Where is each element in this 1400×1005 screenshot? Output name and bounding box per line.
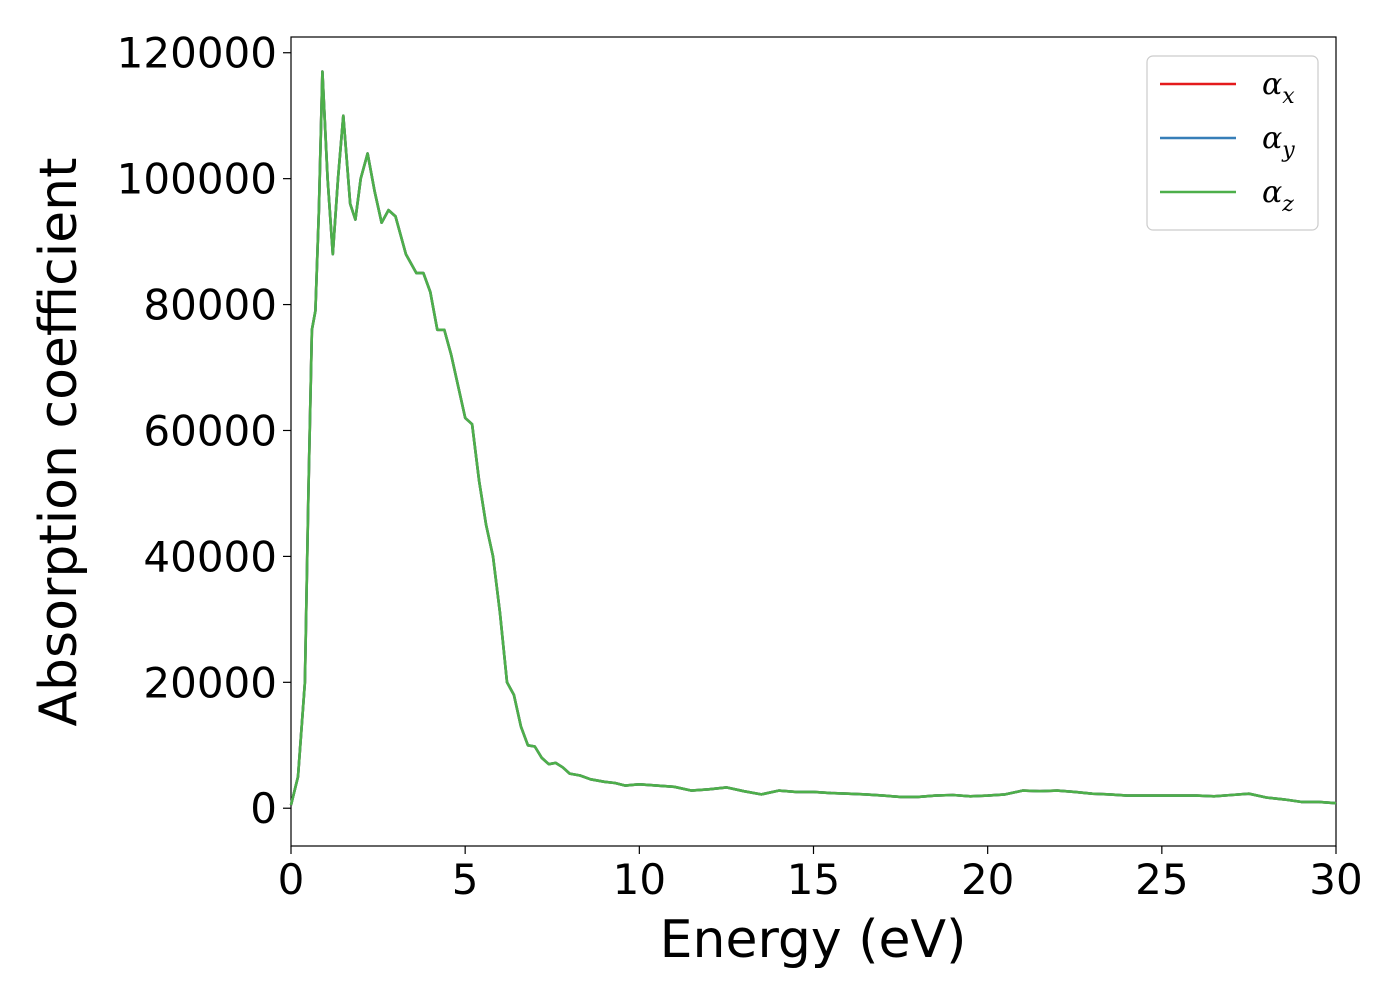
y-tick-label: 40000 — [143, 532, 277, 581]
x-axis-title: Energy (eV) — [660, 910, 967, 970]
legend-subscript: y — [1281, 138, 1295, 163]
legend-symbol: α — [1262, 175, 1282, 210]
x-tick-label: 20 — [961, 855, 1014, 904]
y-tick-label: 60000 — [143, 406, 277, 455]
legend-label-y: αy — [1262, 121, 1295, 163]
y-tick-label: 120000 — [117, 29, 277, 78]
legend-symbol: α — [1262, 67, 1282, 102]
y-tick-label: 20000 — [143, 658, 277, 707]
series-layer — [289, 70, 1337, 806]
x-tick-label: 30 — [1309, 855, 1362, 904]
y-axis-title: Absorption coefficient — [29, 157, 89, 726]
legend-label-z: αz — [1262, 175, 1294, 217]
x-tick-label: 15 — [787, 855, 840, 904]
x-tick-label: 25 — [1135, 855, 1188, 904]
x-tick-label: 10 — [613, 855, 666, 904]
legend-subscript: z — [1281, 192, 1294, 217]
legend-label-x: αx — [1262, 67, 1295, 109]
y-axis-ticks: 0 20000 40000 60000 80000 100000 120000 — [117, 29, 291, 833]
y-tick-label: 0 — [250, 784, 277, 833]
x-tick-label: 0 — [278, 855, 305, 904]
series-line-z — [289, 70, 1337, 806]
x-axis-ticks: 0 5 10 15 20 25 30 — [278, 846, 1363, 904]
legend-box — [1146, 55, 1319, 231]
y-tick-label: 100000 — [117, 155, 277, 204]
y-tick-label: 80000 — [143, 281, 277, 330]
legend-subscript: x — [1282, 84, 1295, 109]
legend-symbol: α — [1262, 121, 1282, 156]
x-tick-label: 5 — [452, 855, 479, 904]
